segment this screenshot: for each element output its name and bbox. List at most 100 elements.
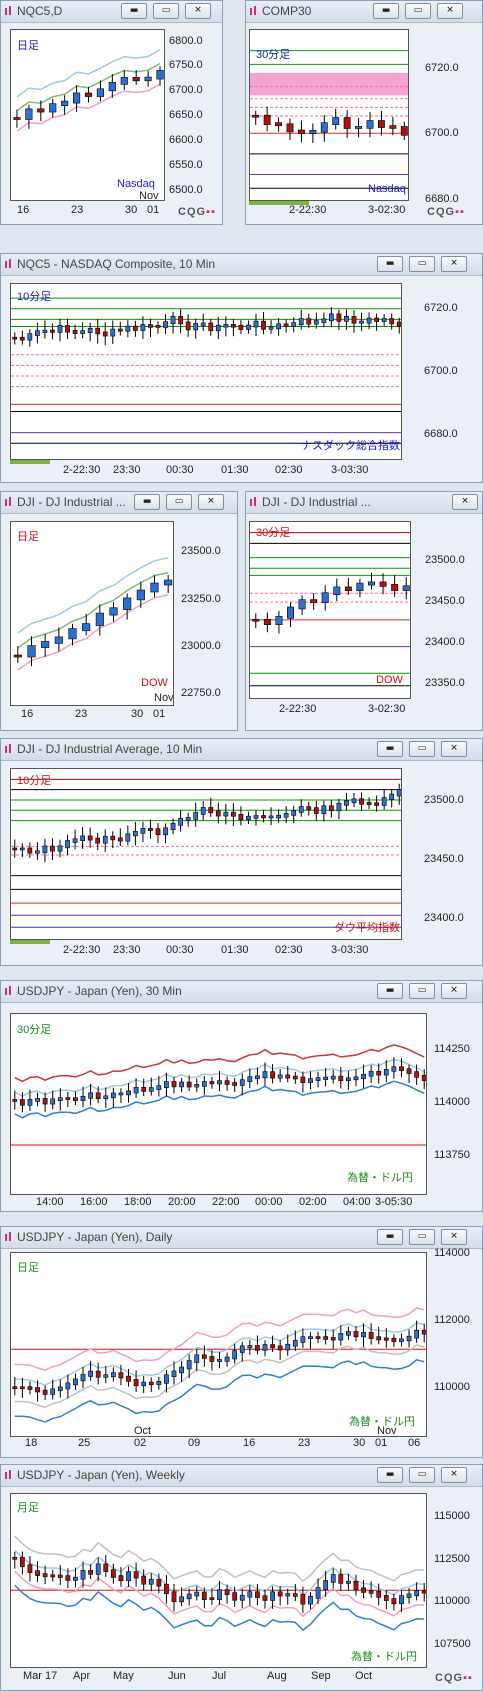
plot-area[interactable]: 30分足 Nasdaq [249, 29, 409, 201]
restore-button[interactable]: ▭ [409, 1467, 435, 1483]
close-button[interactable]: ✕ [441, 741, 467, 757]
minimize-button[interactable]: ▬ [377, 1229, 403, 1245]
minimize-button[interactable]: ▬ [377, 256, 403, 272]
chart-window-dji-daily[interactable]: DJI - DJ Industrial ... ▬ ▭ ✕ 日足 DOW Nov… [0, 491, 238, 731]
restore-button[interactable]: ▭ [409, 256, 435, 272]
candle [179, 1361, 184, 1382]
chart-window-comp30[interactable]: COMP30 ▬ ▭ ✕ 30分足 Nasdaq 6720.0 6700.0 6… [245, 0, 483, 225]
plot-area[interactable]: 30分足 DOW [249, 521, 411, 699]
title-bar[interactable]: NQC5,D ▬ ▭ ✕ [1, 1, 222, 23]
title-bar[interactable]: COMP30 ▬ ▭ ✕ [246, 1, 482, 23]
plot-area[interactable]: 日足 Nasdaq Nov [10, 29, 165, 201]
restore-button[interactable]: ▭ [409, 1229, 435, 1245]
restore-button[interactable]: ▭ [409, 741, 435, 757]
candle [338, 1325, 344, 1346]
x-tick-label: Aug [267, 1670, 287, 1682]
candle [95, 1086, 101, 1104]
candle [185, 812, 191, 827]
close-button[interactable]: ✕ [441, 256, 467, 272]
chart-window-dji-10min[interactable]: DJI - DJ Industrial Average, 10 Min ▬ ▭ … [0, 738, 483, 966]
minimize-button[interactable]: ▬ [134, 494, 160, 510]
close-button[interactable]: ✕ [441, 983, 467, 999]
scroll-bar[interactable] [10, 460, 50, 464]
close-icon: ✕ [450, 1469, 458, 1480]
close-button[interactable]: ✕ [452, 494, 478, 510]
candle [353, 1574, 359, 1596]
chart-icon [5, 497, 11, 506]
candle [72, 324, 78, 340]
candle [361, 1064, 366, 1088]
restore-button[interactable]: ▭ [153, 3, 179, 19]
candle [65, 834, 70, 856]
close-icon: ✕ [207, 496, 215, 507]
candle [132, 69, 140, 85]
restore-button[interactable]: ▭ [166, 494, 192, 510]
title-bar[interactable]: USDJPY - Japan (Yen), 30 Min ▬ ▭ ✕ [1, 981, 482, 1003]
plot-area[interactable]: 日足 為替・ドル円 Oct Nov [10, 1252, 427, 1437]
candle [402, 577, 410, 600]
close-button[interactable]: ✕ [441, 1229, 467, 1245]
chart-icon [5, 744, 11, 753]
minimize-button[interactable]: ▬ [377, 741, 403, 757]
candle [148, 1377, 154, 1392]
chart-window-dji-30min[interactable]: DJI - DJ Industrial ... ✕ 30分足 DOW 23500… [245, 491, 483, 731]
minimize-button[interactable]: ▬ [377, 1467, 403, 1483]
chart-window-nqc5-10min[interactable]: NQC5 - NASDAQ Composite, 10 Min ▬ ▭ ✕ 10… [0, 253, 483, 483]
close-button[interactable]: ✕ [441, 1467, 467, 1483]
plot-area[interactable]: 月足 為替・ドル円 [10, 1493, 427, 1668]
scroll-bar[interactable] [10, 940, 50, 944]
close-button[interactable]: ✕ [437, 3, 463, 19]
candle [381, 789, 387, 810]
candle [262, 1589, 268, 1609]
chart-window-usdjpy-30min[interactable]: USDJPY - Japan (Yen), 30 Min ▬ ▭ ✕ 30分足 … [0, 980, 483, 1212]
candle [275, 610, 283, 634]
candle [292, 1583, 298, 1602]
window-title: USDJPY - Japan (Yen), Daily [17, 1230, 173, 1244]
x-tick-label: 30 [353, 1437, 366, 1449]
candle [163, 314, 168, 335]
minimize-button[interactable]: ▬ [121, 3, 147, 19]
x-tick-label: 16 [21, 708, 34, 720]
plot-area[interactable]: 30分足 為替・ドル円 [10, 1013, 427, 1195]
candle [253, 313, 259, 336]
close-button[interactable]: ✕ [198, 494, 224, 510]
window-title: DJI - DJ Industrial Average, 10 Min [17, 742, 203, 756]
candle [414, 1582, 420, 1601]
candle [140, 821, 146, 843]
candle [186, 1075, 192, 1092]
title-bar[interactable]: NQC5 - NASDAQ Composite, 10 Min ▬ ▭ ✕ [1, 254, 482, 276]
candle [171, 1361, 177, 1385]
title-bar[interactable]: DJI - DJ Industrial ... ✕ [246, 492, 482, 514]
chart-window-usdjpy-daily[interactable]: USDJPY - Japan (Yen), Daily ▬ ▭ ✕ 日足 為替・… [0, 1226, 483, 1458]
minimize-button[interactable]: ▬ [373, 3, 399, 19]
candle [291, 805, 297, 824]
chart-window-usdjpy-weekly[interactable]: USDJPY - Japan (Yen), Weekly ▬ ▭ ✕ 月足 為替… [0, 1464, 483, 1691]
title-bar[interactable]: DJI - DJ Industrial ... ▬ ▭ ✕ [1, 492, 237, 514]
chart-window-nqc5-daily[interactable]: NQC5,D ▬ ▭ ✕ 日足 Nasdaq Nov 6800.0 6750.0… [0, 0, 223, 225]
x-tick-label: 2-22:30 [279, 703, 317, 715]
candle [19, 1091, 25, 1113]
plot-area[interactable]: 10分足 ナスダック総合指数 [10, 283, 402, 460]
candle [338, 1067, 344, 1089]
candle [73, 1091, 78, 1105]
plot-area[interactable]: 10分足 ダウ平均指数 [10, 768, 402, 940]
close-button[interactable]: ✕ [185, 3, 211, 19]
plot-area[interactable]: 日足 DOW Nov [10, 521, 174, 706]
candle [399, 1058, 404, 1078]
period-label: 日足 [17, 40, 39, 52]
candle [383, 1060, 389, 1083]
title-bar[interactable]: USDJPY - Japan (Yen), Weekly ▬ ▭ ✕ [1, 1465, 482, 1487]
minimize-button[interactable]: ▬ [377, 983, 403, 999]
candle [217, 1352, 222, 1369]
title-bar[interactable]: USDJPY - Japan (Yen), Daily ▬ ▭ ✕ [1, 1227, 482, 1249]
candle [285, 1334, 291, 1356]
instrument-label: 為替・ドル円 [347, 1172, 413, 1184]
candle [110, 831, 116, 849]
candle [277, 1069, 283, 1083]
scroll-bar[interactable] [249, 201, 309, 205]
restore-button[interactable]: ▭ [405, 3, 431, 19]
candle [87, 827, 93, 849]
candle [179, 1587, 184, 1607]
title-bar[interactable]: DJI - DJ Industrial Average, 10 Min ▬ ▭ … [1, 739, 482, 761]
restore-button[interactable]: ▭ [409, 983, 435, 999]
